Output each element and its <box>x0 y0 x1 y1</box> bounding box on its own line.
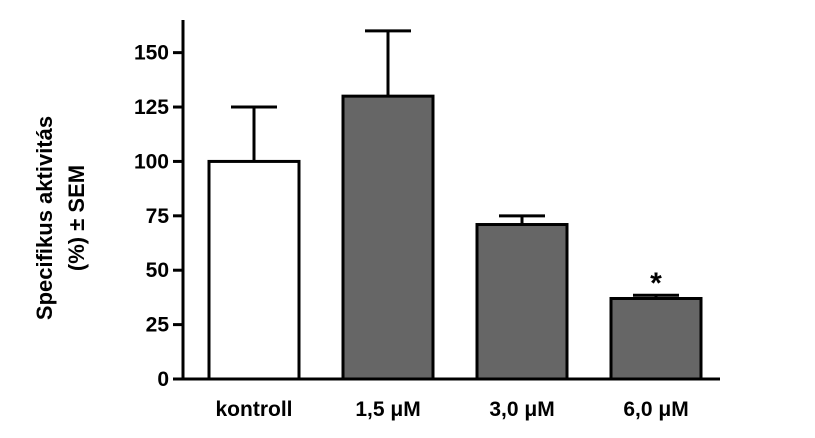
y-axis-title: Specifikus aktivitás (%) ± SEM <box>32 116 89 320</box>
significance-marker: * <box>650 267 662 300</box>
y-tick-label: 75 <box>146 205 170 228</box>
bar-3 <box>475 223 569 381</box>
y-tick-label: 0 <box>157 368 169 391</box>
x-tick-label: 1,5 μM <box>355 398 420 421</box>
x-tick-label: 3,0 μM <box>489 398 554 421</box>
y-tick-label: 25 <box>146 314 170 337</box>
y-tick-label: 125 <box>134 96 169 119</box>
x-tick-label: kontroll <box>216 398 293 421</box>
y-axis-title-line2: (%) ± SEM <box>64 165 89 271</box>
bar-2 <box>341 94 435 381</box>
bar-4 <box>609 296 703 381</box>
y-tick-label: 100 <box>134 150 169 173</box>
bars: * <box>207 29 703 381</box>
x-axis: kontroll 1,5 μM 3,0 μM 6,0 μM <box>173 377 720 421</box>
y-tick-label: 50 <box>146 259 169 282</box>
bar-1 <box>207 159 301 381</box>
y-axis: 0 25 50 75 100 125 150 <box>134 20 185 391</box>
y-axis-title-line1: Specifikus aktivitás <box>32 116 57 320</box>
x-tick-label: 6,0 μM <box>623 398 688 421</box>
y-tick-label: 150 <box>134 42 169 65</box>
